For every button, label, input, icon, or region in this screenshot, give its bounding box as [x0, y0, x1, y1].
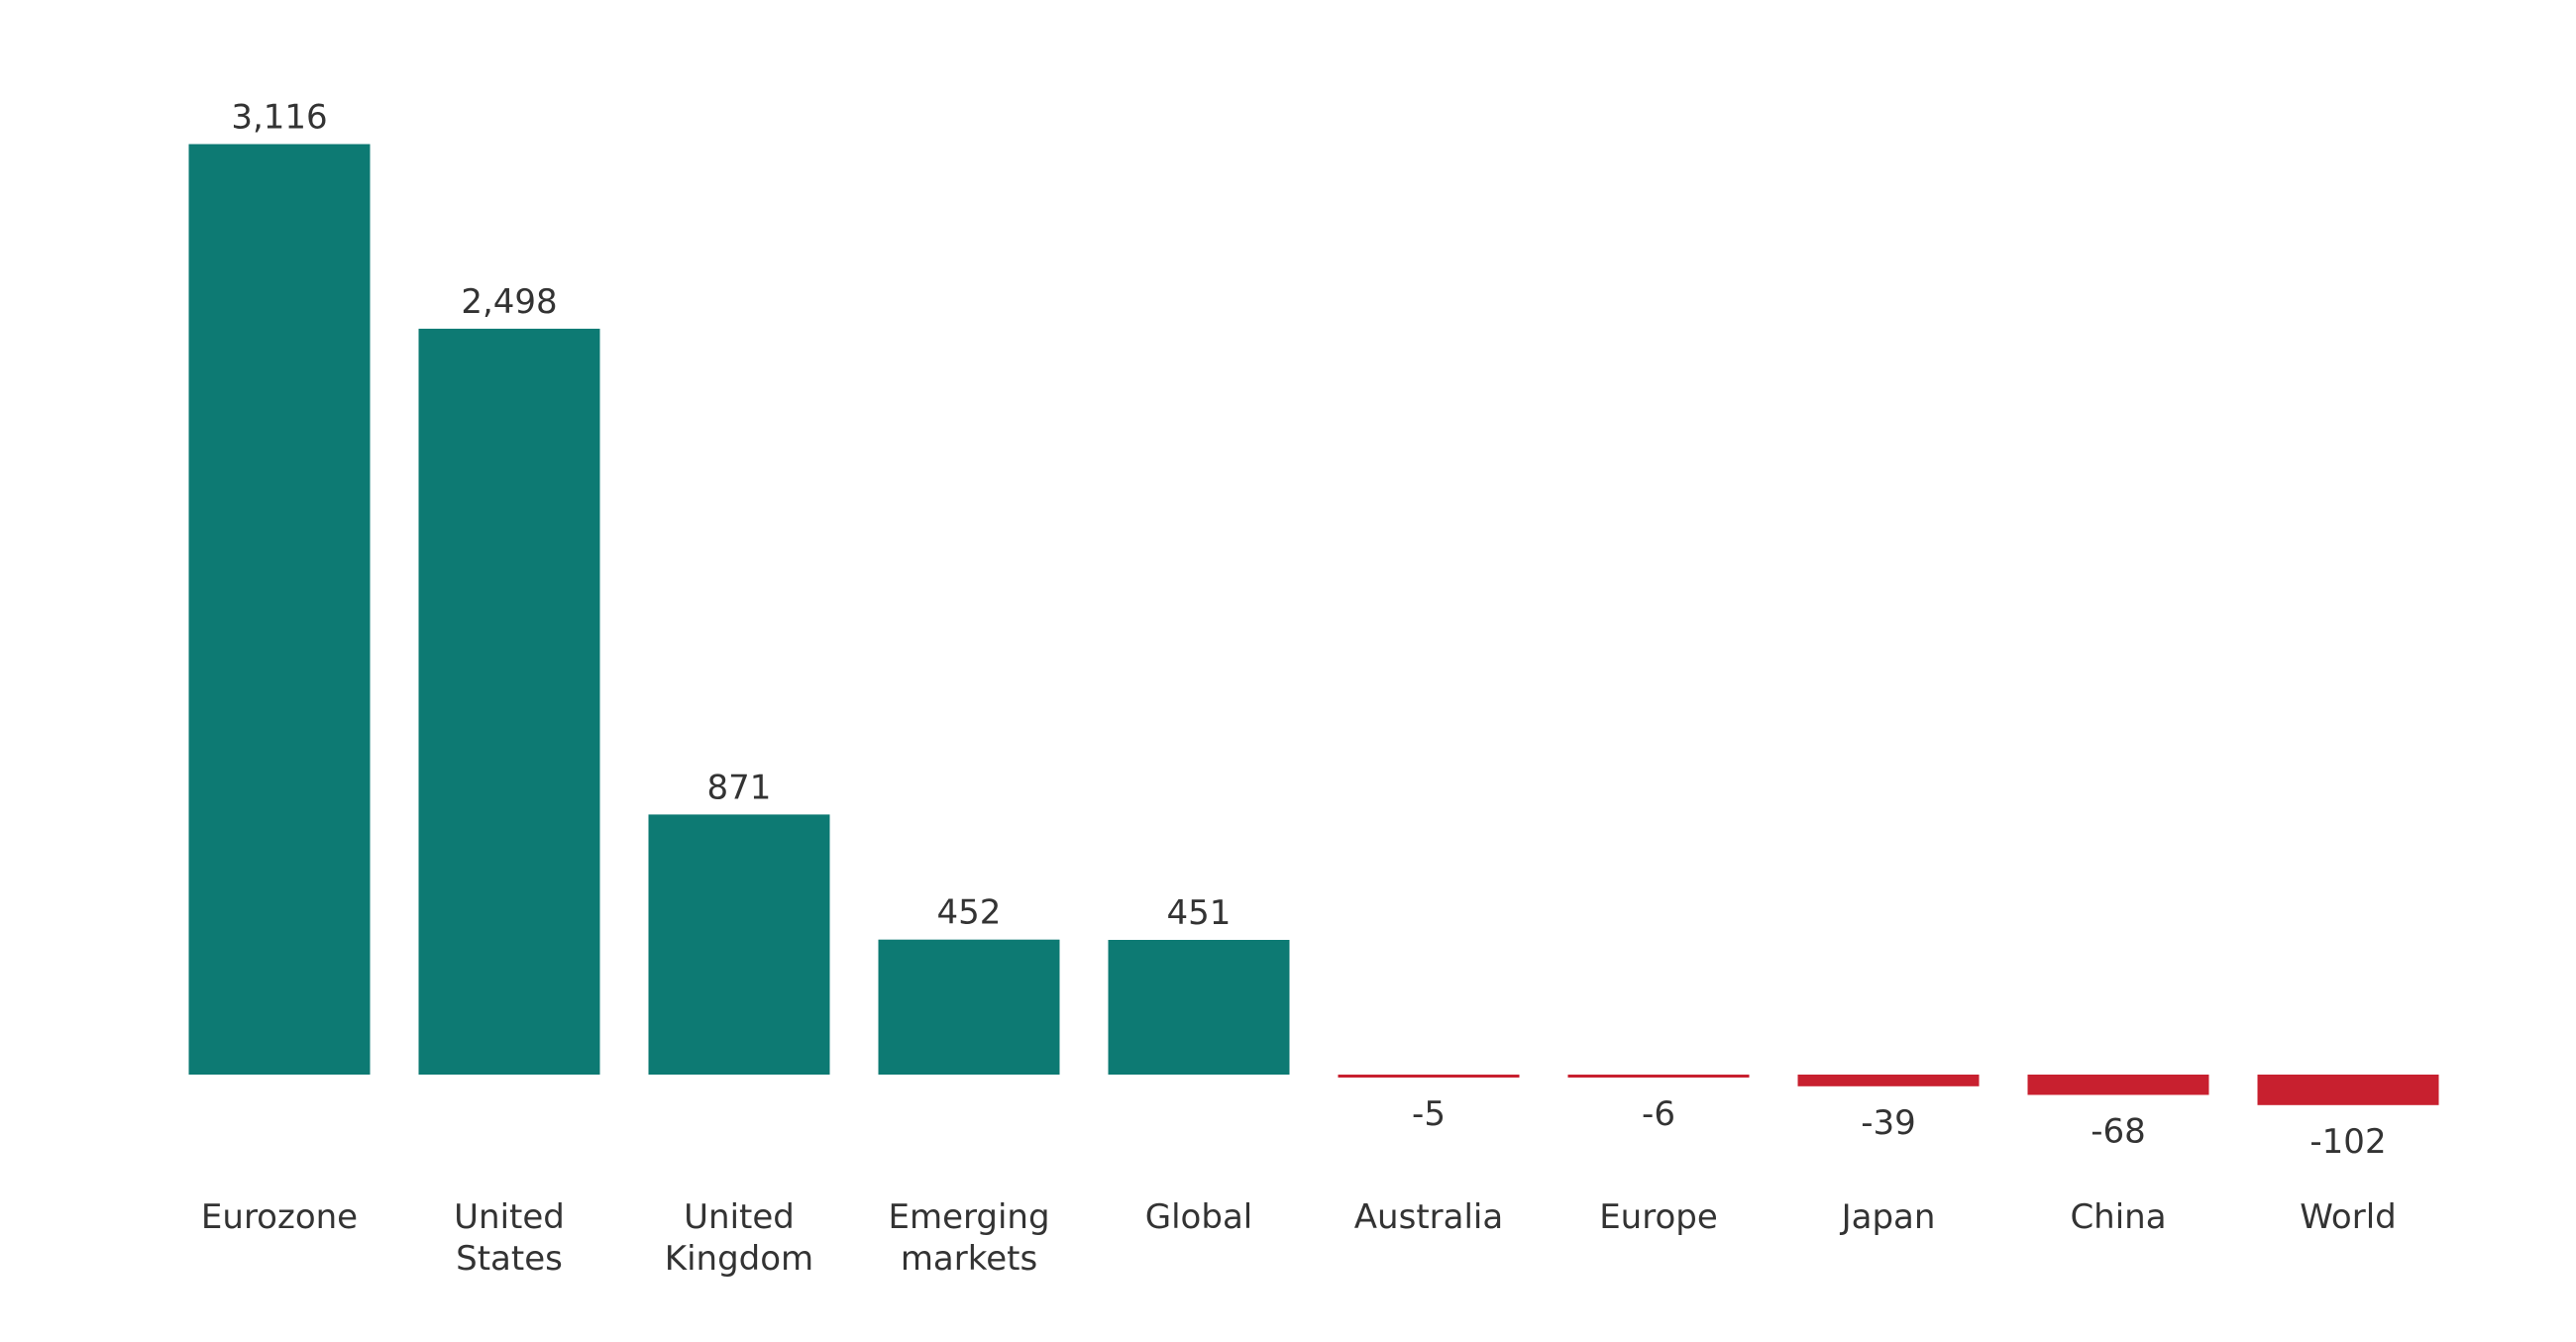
- category-label-world: World: [2300, 1197, 2396, 1237]
- value-label-united-kingdom: 871: [707, 768, 772, 807]
- category-label-australia: Australia: [1354, 1197, 1503, 1237]
- value-label-group: 3,116 2,498 871 452 451 -5 -6 -39 -68 -102: [231, 98, 2386, 1162]
- value-label-china: -68: [2091, 1112, 2146, 1152]
- category-label-line: States: [456, 1239, 563, 1279]
- value-label-united-states: 2,498: [461, 282, 557, 322]
- category-label-line: Eurozone: [201, 1197, 358, 1237]
- bar-europe: [1567, 1075, 1750, 1078]
- value-label-europe: -6: [1642, 1094, 1675, 1134]
- category-label-line: World: [2300, 1197, 2396, 1237]
- value-label-emerging-markets: 452: [937, 893, 1002, 933]
- category-label-europe: Europe: [1599, 1197, 1718, 1237]
- category-label-eurozone: Eurozone: [201, 1197, 358, 1237]
- bar-world: [2257, 1075, 2439, 1105]
- bar-united-states: [418, 328, 600, 1075]
- category-label-united-states: United States: [454, 1197, 565, 1279]
- category-label-line: Japan: [1840, 1197, 1936, 1237]
- value-label-japan: -39: [1861, 1103, 1916, 1143]
- category-label-line: Emerging: [888, 1197, 1049, 1237]
- bar-australia: [1338, 1075, 1520, 1078]
- category-label-line: Europe: [1599, 1197, 1718, 1237]
- bar-group: [188, 144, 2439, 1105]
- category-label-line: United: [454, 1197, 565, 1237]
- bar-eurozone: [188, 144, 371, 1075]
- bar-emerging-markets: [878, 939, 1060, 1075]
- category-label-emerging-markets: Emerging markets: [888, 1197, 1049, 1279]
- category-label-line: Australia: [1354, 1197, 1503, 1237]
- category-label-line: United: [684, 1197, 795, 1237]
- bar-global: [1108, 940, 1290, 1075]
- value-label-australia: -5: [1412, 1094, 1446, 1134]
- bar-united-kingdom: [648, 814, 830, 1075]
- value-label-eurozone: 3,116: [231, 98, 327, 138]
- category-label-japan: Japan: [1840, 1197, 1936, 1237]
- value-label-global: 451: [1167, 893, 1232, 933]
- value-label-world: -102: [2309, 1122, 2386, 1162]
- bar-japan: [1797, 1075, 1980, 1086]
- bar-china: [2027, 1075, 2209, 1095]
- category-label-china: China: [2070, 1197, 2166, 1237]
- category-label-line: China: [2070, 1197, 2166, 1237]
- category-label-line: Kingdom: [665, 1239, 813, 1279]
- category-label-global: Global: [1145, 1197, 1252, 1237]
- category-label-line: Global: [1145, 1197, 1252, 1237]
- category-label-line: markets: [901, 1239, 1037, 1279]
- category-label-united-kingdom: United Kingdom: [665, 1197, 813, 1279]
